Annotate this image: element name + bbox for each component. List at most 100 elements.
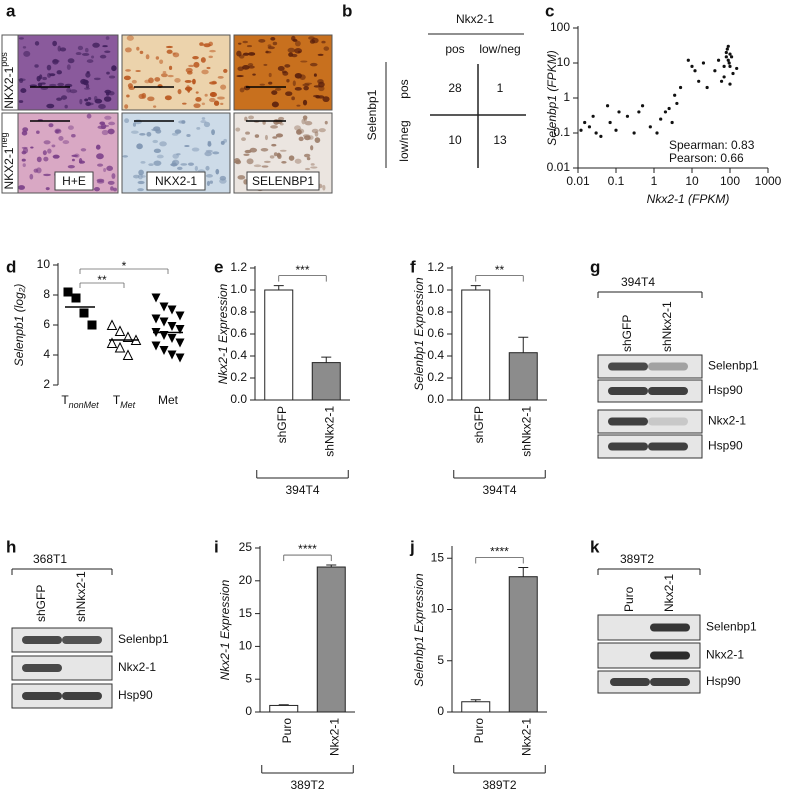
- cell: [141, 92, 147, 99]
- x-tick-label: TnonMet: [61, 393, 99, 410]
- point: [726, 44, 730, 48]
- cell: [85, 72, 91, 78]
- y-tick-label: 0.2: [230, 370, 247, 384]
- point: [63, 287, 73, 297]
- cell: [297, 50, 301, 53]
- y-axis-label: Selenbp1 (FPKM): [545, 50, 559, 145]
- cell: [153, 160, 162, 166]
- cell: [303, 135, 311, 141]
- y-tick-label: 0: [245, 704, 252, 718]
- cell: [276, 152, 281, 158]
- cell: [300, 60, 308, 63]
- point: [159, 346, 169, 355]
- cell: [136, 143, 143, 150]
- cell: [254, 134, 260, 138]
- cell: [152, 139, 159, 144]
- cell: [217, 96, 225, 100]
- y-tick-label: 0: [437, 704, 444, 718]
- band: [650, 678, 690, 686]
- cell: [52, 58, 59, 65]
- y-tick-label: 20: [239, 573, 253, 587]
- cell: [291, 96, 295, 101]
- cell: [261, 165, 269, 168]
- cell: [174, 129, 182, 134]
- lane-label: shGFP: [620, 315, 634, 352]
- point: [175, 325, 185, 334]
- cell: [107, 180, 115, 185]
- cell: [81, 52, 90, 56]
- cell: [285, 91, 293, 97]
- lane-label: shNkx2-1: [74, 571, 88, 622]
- cell: [275, 133, 284, 138]
- point: [729, 55, 734, 59]
- cell: [124, 47, 132, 53]
- cell: [67, 58, 75, 64]
- point: [114, 341, 126, 353]
- cell: [247, 63, 254, 67]
- bar: [461, 701, 491, 713]
- panel-letter: c: [545, 1, 554, 20]
- cell: [107, 128, 115, 135]
- y-tick-label: 25: [239, 540, 253, 554]
- cell: [277, 65, 285, 71]
- cell: [314, 137, 321, 143]
- point: [175, 338, 185, 348]
- error-bar: [518, 566, 529, 577]
- point: [716, 58, 721, 62]
- cell: [208, 41, 213, 47]
- cell: [302, 99, 308, 106]
- y-tick-label: 0.01: [547, 160, 571, 174]
- y-tick-label: 0.1: [553, 125, 570, 139]
- cell: [67, 165, 75, 169]
- y-tick-label: 0.8: [427, 304, 444, 318]
- cell: [29, 173, 34, 180]
- y-axis-label: Selenbp1 Expression: [412, 573, 426, 687]
- cell: [211, 129, 215, 136]
- cell: [111, 173, 116, 179]
- cell: [62, 140, 70, 145]
- x-tick-label: Nkx2-1: [519, 718, 533, 756]
- cell: [144, 79, 151, 84]
- cell: [191, 147, 200, 152]
- point: [614, 128, 618, 132]
- bar: [264, 289, 294, 401]
- table-cell: 13: [493, 133, 507, 147]
- cell: [66, 64, 71, 70]
- point: [686, 58, 690, 62]
- cell: [279, 122, 284, 126]
- cell: [42, 76, 47, 81]
- cell: [246, 158, 254, 165]
- cell: [271, 101, 279, 108]
- cell: [85, 101, 92, 107]
- point: [167, 305, 177, 315]
- cell: [281, 161, 287, 164]
- cell: [67, 125, 74, 130]
- cell: [195, 91, 199, 94]
- cell: [78, 158, 83, 164]
- cell: [154, 77, 161, 82]
- cell: [159, 141, 167, 147]
- cell: [36, 130, 40, 134]
- cell: [186, 70, 193, 75]
- band: [608, 362, 648, 371]
- cell: [322, 184, 326, 191]
- y-tick-label: 15: [239, 606, 253, 620]
- cell: [271, 143, 277, 147]
- x-tick-label: Met: [158, 393, 179, 407]
- bar: [508, 352, 538, 401]
- point: [106, 319, 118, 330]
- x-tick-label: Puro: [472, 718, 486, 744]
- cell: [200, 57, 206, 63]
- cell: [124, 118, 130, 124]
- cell: [45, 187, 50, 191]
- band: [610, 678, 650, 686]
- cell: [106, 165, 114, 171]
- x-tick-label: shGFP: [472, 406, 486, 443]
- point: [678, 85, 683, 90]
- cell: [242, 52, 250, 56]
- cell: [153, 126, 161, 132]
- x-tick-label: Puro: [280, 718, 294, 744]
- bar: [311, 362, 341, 401]
- cell: [187, 162, 195, 166]
